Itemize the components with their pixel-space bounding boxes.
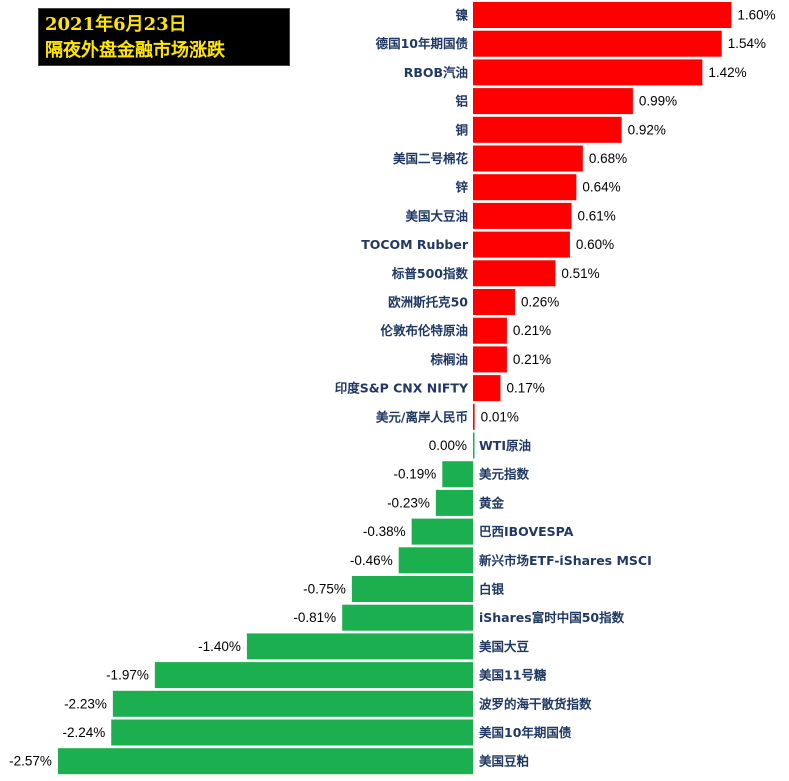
value-label: -0.81%: [293, 610, 336, 625]
bar: [473, 231, 570, 258]
bar: [435, 489, 473, 516]
bar: [112, 690, 473, 717]
value-label: -0.75%: [303, 582, 346, 597]
category-label: 美国大豆: [479, 639, 530, 654]
value-label: 0.21%: [513, 323, 551, 338]
value-label: -0.38%: [363, 524, 406, 539]
category-label: 棕榈油: [429, 352, 468, 367]
category-label: 铜: [455, 122, 468, 137]
bar: [154, 662, 473, 689]
value-label: 0.99%: [639, 94, 677, 109]
bar: [411, 518, 473, 545]
value-label: 1.54%: [728, 36, 766, 51]
category-label: 伦敦布伦特原油: [380, 323, 468, 338]
category-label: 美国豆粕: [479, 754, 529, 769]
bar: [473, 145, 583, 172]
value-label: 1.60%: [737, 8, 775, 23]
value-label: 0.60%: [576, 237, 614, 252]
value-label: 0.21%: [513, 352, 551, 367]
value-label: -1.40%: [198, 639, 241, 654]
category-label: RBOB汽油: [404, 65, 468, 80]
category-label: 德国10年期国债: [376, 36, 469, 51]
category-label: 白银: [479, 582, 505, 597]
bar: [111, 719, 474, 746]
bar: [473, 260, 556, 287]
category-label: 锌: [455, 180, 468, 195]
value-label: 0.64%: [582, 180, 620, 195]
bar: [398, 547, 473, 574]
value-label: 0.68%: [589, 151, 627, 166]
bar: [246, 633, 473, 660]
category-label: TOCOM Rubber: [361, 237, 469, 252]
bar: [473, 202, 572, 229]
category-label: 黄金: [479, 495, 505, 510]
bar: [473, 174, 577, 201]
category-label: 美国大豆油: [405, 208, 468, 223]
value-label: -0.23%: [387, 495, 430, 510]
value-label: -2.57%: [9, 754, 52, 769]
bar: [473, 346, 507, 373]
labels-group: 镍 1.60% 德国10年期国债 1.54% RBOB汽油 1.42% 铝 0.99% 铜 0.9…: [9, 8, 776, 769]
bar: [442, 461, 473, 488]
value-label: 0.17%: [506, 381, 544, 396]
category-label: 波罗的海干散货指数: [479, 696, 592, 711]
bar: [473, 403, 475, 430]
category-label: 标普500指数: [391, 266, 469, 281]
category-label: 美国10年期国债: [479, 725, 572, 740]
value-label: 1.42%: [708, 65, 746, 80]
bar: [473, 59, 703, 86]
category-label: 铝: [455, 94, 468, 109]
chart-title-text: 隔夜外盘金融市场涨跌: [45, 40, 225, 61]
value-label: 0.92%: [628, 122, 666, 137]
value-label: -2.24%: [62, 725, 105, 740]
value-label: 0.51%: [561, 266, 599, 281]
category-label: 新兴市场ETF-iShares MSCI: [479, 553, 652, 568]
category-label: 美国11号糖: [479, 668, 547, 683]
bar: [473, 289, 515, 315]
category-label: 美元指数: [479, 467, 530, 482]
value-label: 0.26%: [521, 295, 559, 310]
category-label: iShares富时中国50指数: [479, 610, 625, 625]
bar: [342, 604, 473, 631]
category-label: 巴西IBOVESPA: [479, 524, 574, 539]
bars-group: [57, 2, 732, 775]
bar: [473, 317, 507, 344]
bar: [473, 88, 633, 115]
value-label: -1.97%: [106, 668, 149, 683]
chart-title-date: 2021年6月23日: [45, 14, 187, 35]
bar: [473, 2, 732, 28]
category-label: 美国二号棉花: [393, 151, 469, 166]
value-label: 0.61%: [578, 208, 616, 223]
category-label: 镍: [455, 8, 468, 23]
value-label: -0.19%: [394, 467, 437, 482]
category-label: 欧洲斯托克50: [388, 295, 468, 310]
bar: [57, 748, 473, 775]
bar: [473, 375, 501, 402]
chart-title-box: 2021年6月23日 隔夜外盘金融市场涨跌: [38, 8, 290, 66]
category-label: 美元/离岸人民币: [376, 409, 468, 424]
category-label: WTI原油: [479, 438, 531, 453]
bar: [473, 432, 475, 459]
bar: [351, 576, 473, 602]
value-label: -2.23%: [64, 696, 107, 711]
category-label: 印度S&P CNX NIFTY: [335, 381, 469, 396]
value-label: 0.01%: [481, 409, 519, 424]
bar: [473, 116, 622, 143]
value-label: -0.46%: [350, 553, 393, 568]
value-label: 0.00%: [429, 438, 467, 453]
bar: [473, 30, 722, 57]
